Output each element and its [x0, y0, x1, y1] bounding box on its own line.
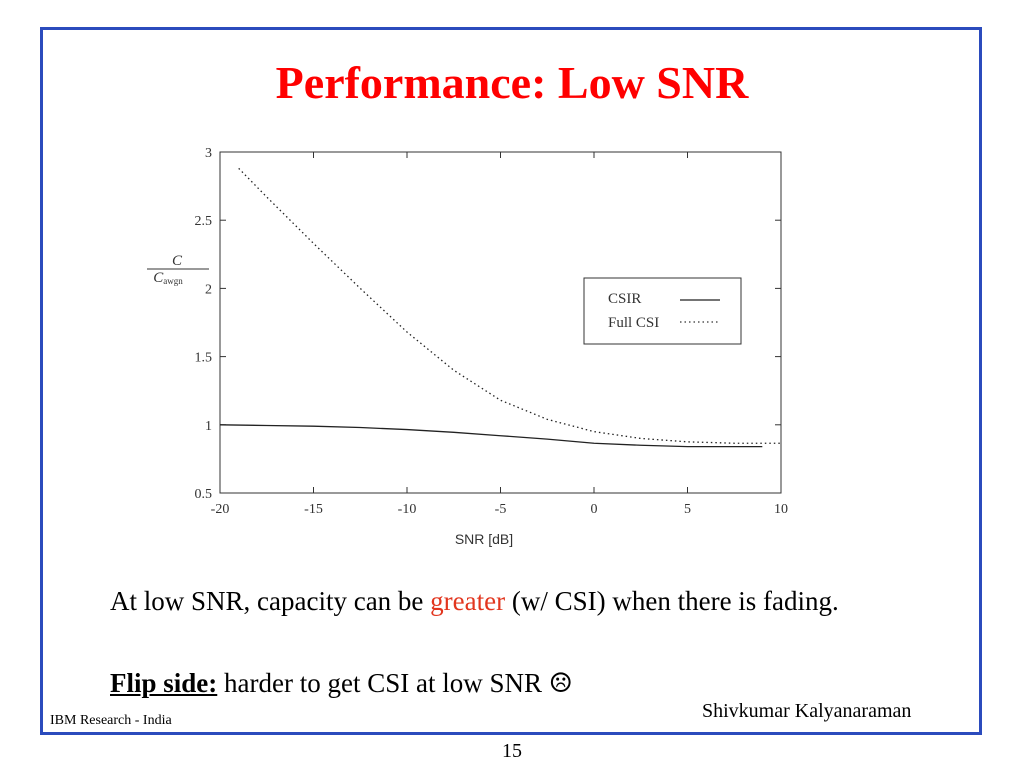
y-tick-label: 3	[205, 146, 212, 161]
body-paragraph: At low SNR, capacity can be greater (w/ …	[110, 583, 930, 619]
highlight-greater: greater	[430, 586, 506, 616]
footer-author: Shivkumar Kalyanaraman	[702, 700, 912, 722]
series-line-csir	[219, 424, 763, 448]
series-lines	[219, 167, 781, 448]
y-tick-label: 0.5	[195, 487, 213, 502]
y-axis-label-numerator: C	[172, 253, 183, 269]
footer-org: IBM Research - India	[50, 713, 172, 728]
flip-side-line: Flip side: harder to get CSI at low SNR …	[110, 665, 573, 701]
y-tick-label: 2	[205, 282, 212, 297]
x-tick-label: 5	[684, 502, 691, 517]
axis-ticks: -20 -15 -10 -5 0 5 10 0.5 1 1.5 2 2.5 3	[195, 146, 789, 517]
legend-label-full-csi: Full CSI	[608, 315, 659, 331]
y-axis-label-denominator: Cawgn	[153, 270, 183, 286]
y-axis-label: C Cawgn	[147, 253, 209, 286]
x-axis-label: SNR [dB]	[455, 531, 513, 547]
y-axis-label-den-sub: awgn	[163, 276, 183, 286]
slide-frame	[40, 27, 982, 735]
y-tick-label: 1.5	[195, 351, 213, 366]
legend-label-csir: CSIR	[608, 291, 641, 307]
x-tick-label: -5	[495, 502, 507, 517]
y-axis-label-den: C	[153, 270, 164, 286]
flip-side-text: harder to get CSI at low SNR	[217, 668, 549, 698]
x-tick-label: 10	[774, 502, 788, 517]
x-tick-label: -15	[304, 502, 323, 517]
frown-face-icon: ☹	[548, 668, 573, 698]
flip-side-label: Flip side:	[110, 668, 218, 698]
x-tick-label: -10	[398, 502, 417, 517]
y-tick-label: 2.5	[195, 214, 213, 229]
body-text-suffix: (w/ CSI) when there is fading.	[505, 586, 839, 616]
y-tick-label: 1	[205, 419, 212, 434]
x-tick-label: -20	[211, 502, 230, 517]
legend-box	[583, 277, 742, 345]
body-text-prefix: At low SNR, capacity can be	[110, 586, 431, 616]
slide-title: Performance: Low SNR	[275, 57, 749, 108]
page-number: 15	[502, 740, 522, 762]
x-tick-label: 0	[591, 502, 598, 517]
legend: CSIR Full CSI	[583, 277, 742, 345]
